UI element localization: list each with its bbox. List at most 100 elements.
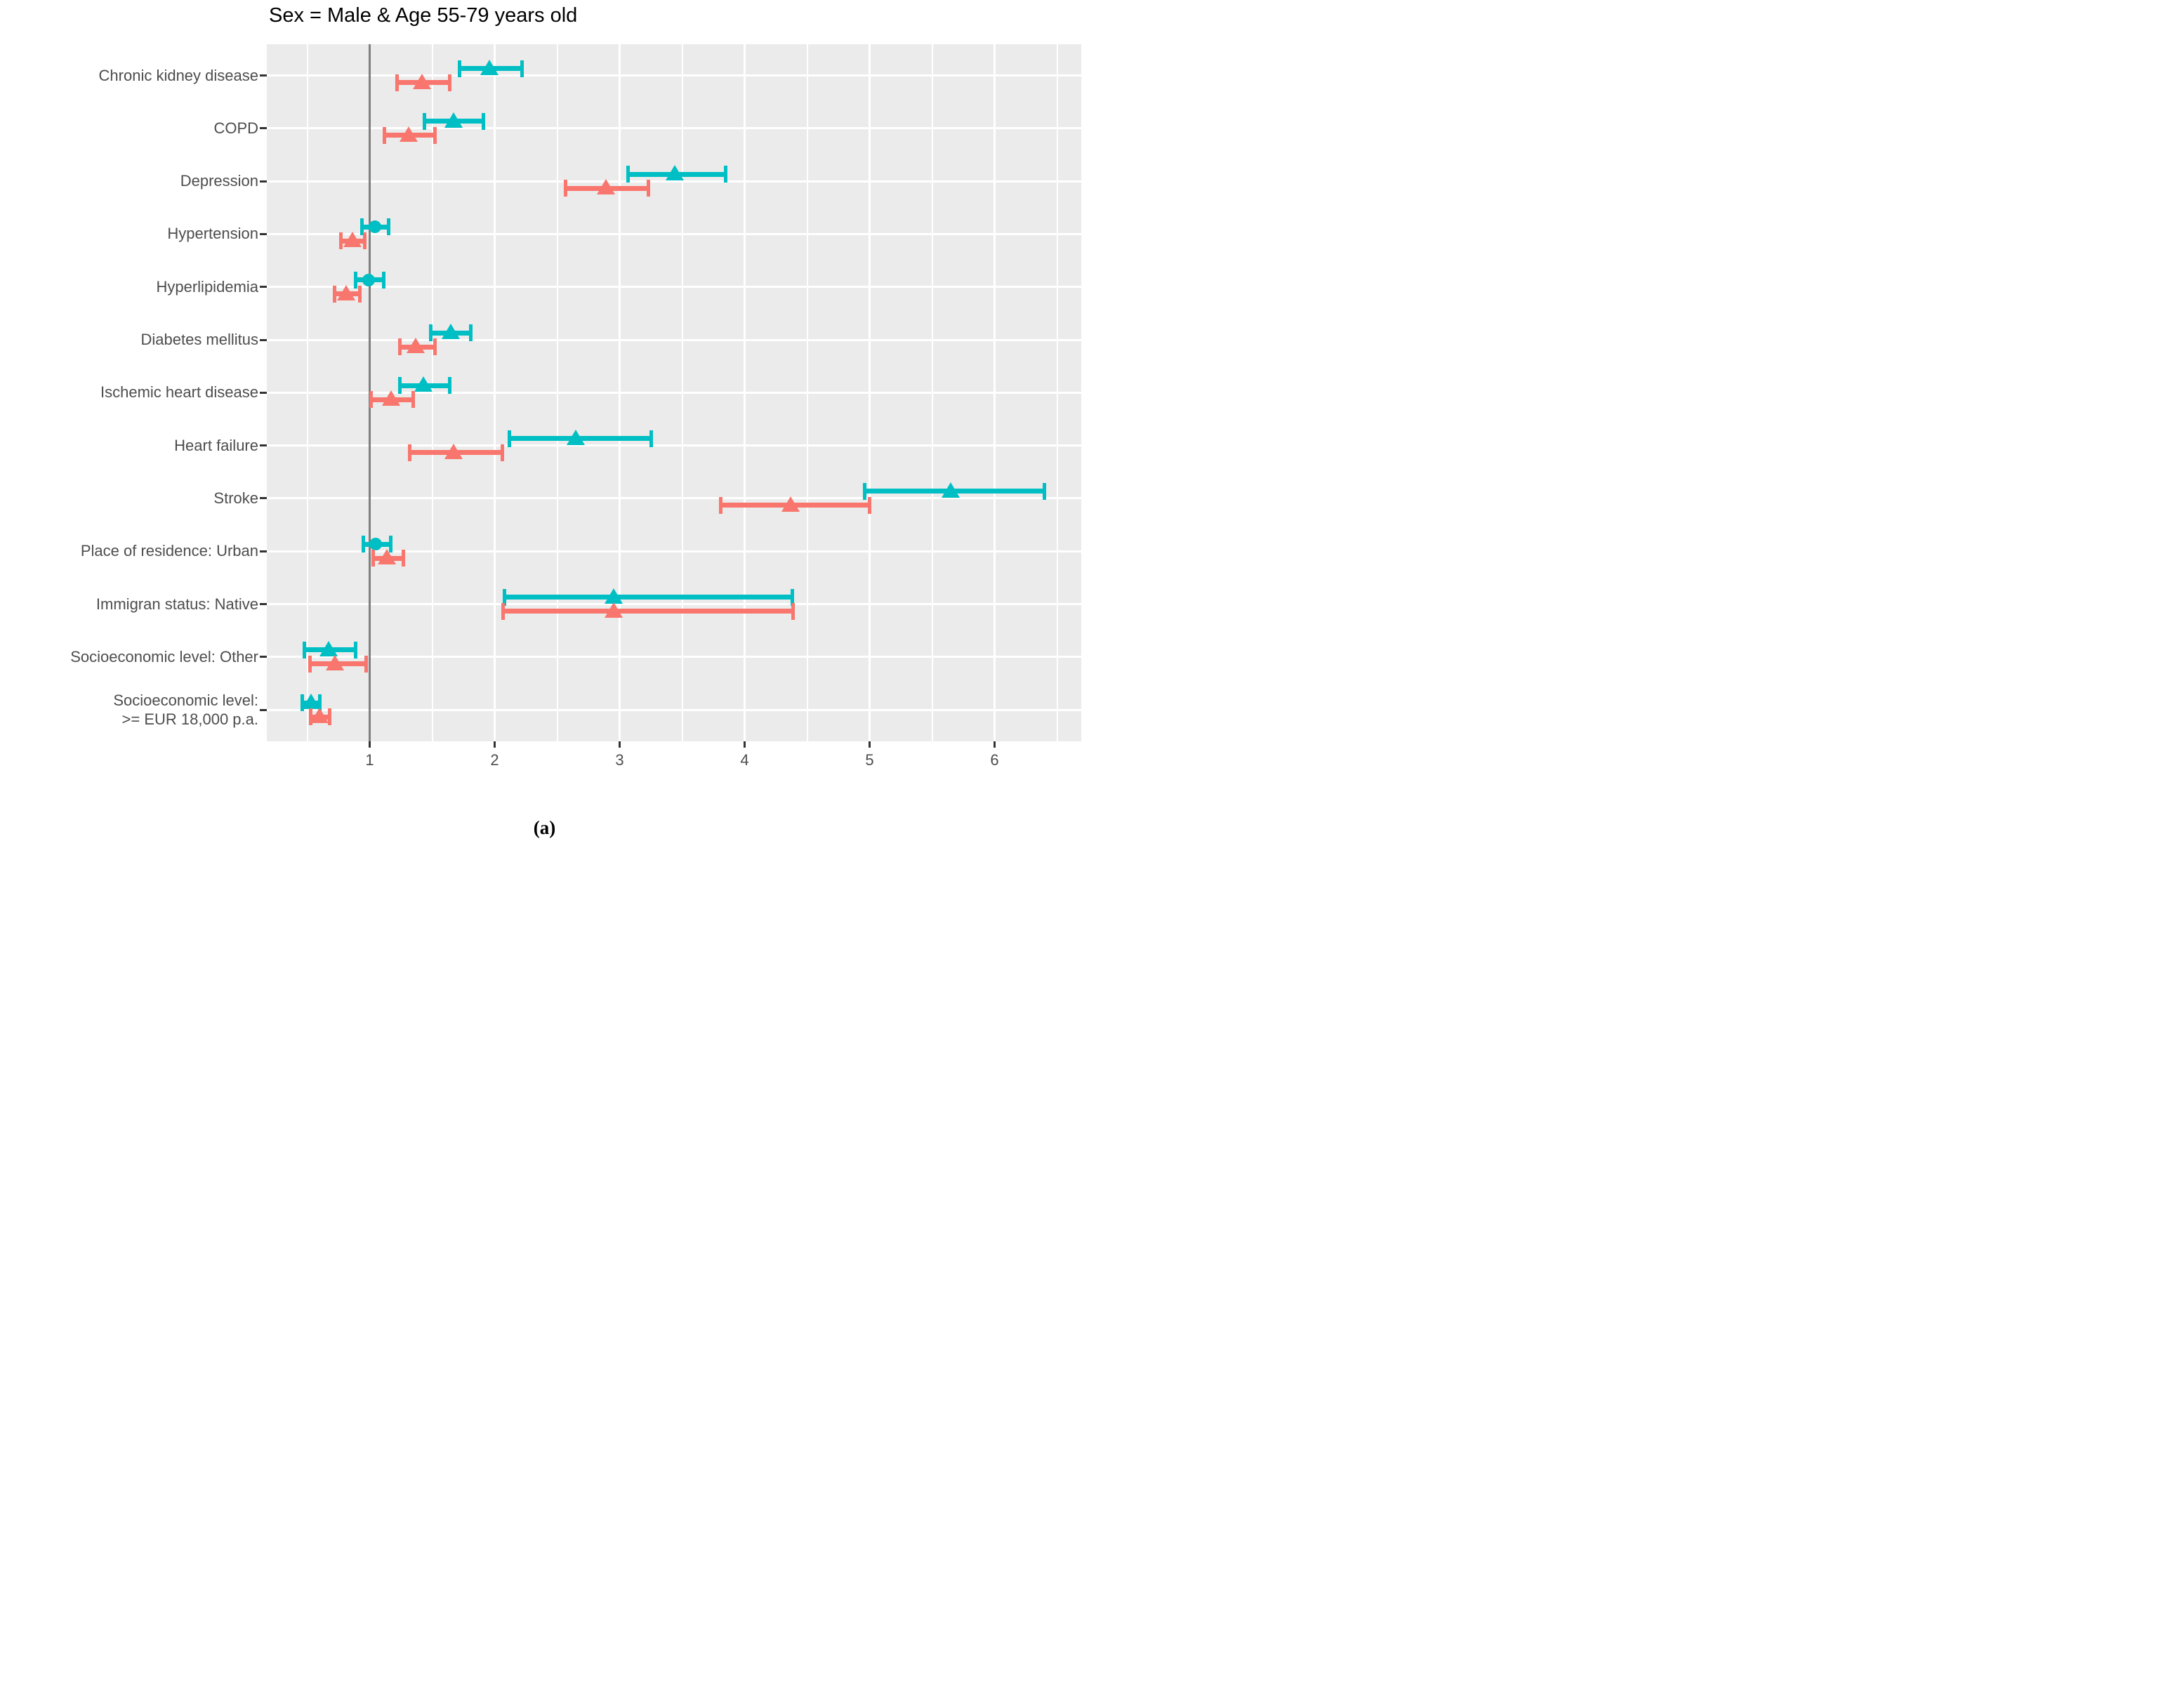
error-bar (504, 595, 793, 600)
y-axis-label-line: Ischemic heart disease (100, 383, 258, 402)
x-axis-tick-label: 5 (865, 751, 874, 769)
y-axis-label: Ischemic heart disease (4, 383, 258, 402)
point-marker-triangle (381, 390, 400, 406)
y-axis-label-line: Immigran status: Native (95, 595, 258, 613)
point-marker-triangle (407, 338, 425, 353)
x-tick (994, 741, 996, 748)
error-bar-cap (303, 641, 307, 658)
y-axis-label: Chronic kidney disease (4, 66, 258, 85)
gridline-h (267, 708, 1081, 711)
error-bar-cap (433, 126, 437, 144)
error-bar-cap (433, 338, 437, 355)
point-marker-circle (369, 538, 383, 551)
error-bar-cap (364, 655, 368, 673)
x-tick (369, 741, 371, 748)
error-bar-cap (626, 166, 631, 183)
gridline-h (267, 444, 1081, 447)
error-bar-cap (564, 180, 568, 197)
gridline-h (267, 180, 1081, 183)
point-marker-circle (362, 273, 375, 286)
y-tick (260, 74, 267, 77)
error-bar-cap (362, 232, 367, 250)
error-bar-cap (458, 60, 462, 77)
error-bar-cap (369, 391, 373, 409)
error-bar-cap (360, 218, 364, 236)
x-tick (869, 741, 871, 748)
y-axis-label-line: >= EUR 18,000 p.a. (121, 710, 258, 728)
error-bar-cap (381, 271, 385, 289)
point-marker-triangle (310, 708, 329, 724)
point-marker-triangle (414, 376, 433, 392)
gridline-h (267, 74, 1081, 77)
y-tick (260, 550, 267, 552)
y-axis-label-line: Stroke (213, 489, 258, 507)
y-axis-label: Heart failure (4, 436, 258, 455)
error-bar-cap (354, 271, 358, 289)
x-axis-tick-label: 1 (365, 751, 374, 769)
point-marker-triangle (413, 73, 432, 89)
error-bar-cap (423, 112, 427, 130)
point-marker-triangle (781, 496, 800, 512)
y-tick (260, 338, 267, 341)
error-bar-cap (649, 430, 653, 447)
y-axis-label-line: COPD (213, 119, 258, 137)
point-marker-triangle (444, 112, 463, 128)
gridline-h (267, 232, 1081, 235)
error-bar-cap (371, 550, 376, 567)
error-bar-cap (447, 74, 451, 91)
point-marker-triangle (665, 165, 684, 181)
x-axis-tick-label: 4 (740, 751, 749, 769)
error-bar-cap (397, 377, 402, 395)
y-axis-label-line: Place of residence: Urban (80, 542, 258, 560)
error-bar (503, 609, 793, 614)
x-tick (619, 741, 621, 748)
error-bar-cap (503, 588, 507, 606)
point-marker-triangle (567, 429, 586, 445)
error-bar-cap (402, 550, 406, 567)
error-bar-cap (389, 536, 393, 553)
y-tick (260, 286, 267, 289)
y-axis-label-line: Hypertension (167, 225, 258, 243)
y-axis-label-line: Hyperlipidemia (156, 277, 258, 296)
error-bar-cap (868, 496, 871, 514)
point-marker-triangle (378, 549, 397, 565)
error-bar-cap (862, 482, 866, 500)
error-bar-cap (646, 180, 650, 197)
y-tick (260, 708, 267, 711)
error-bar-cap (724, 166, 728, 183)
y-axis-label: COPD (4, 119, 258, 138)
point-marker-circle (368, 220, 381, 234)
point-marker-triangle (480, 59, 499, 75)
error-bar-cap (333, 285, 337, 303)
y-tick (260, 497, 267, 500)
point-marker-triangle (399, 126, 418, 142)
gridline-h (267, 127, 1081, 130)
error-bar-cap (1043, 482, 1047, 500)
error-bar-cap (354, 641, 358, 658)
point-marker-triangle (301, 694, 320, 710)
y-axis-label: Depression (4, 171, 258, 190)
error-bar-cap (719, 496, 723, 514)
error-bar-cap (508, 430, 512, 447)
point-marker-triangle (444, 443, 463, 459)
point-marker-triangle (604, 588, 623, 604)
error-bar-cap (790, 588, 794, 606)
y-tick (260, 232, 267, 235)
y-axis-label: Immigran status: Native (4, 595, 258, 614)
gridline-h (267, 603, 1081, 605)
y-axis-label: Diabetes mellitus (4, 330, 258, 349)
error-bar-cap (383, 126, 387, 144)
point-marker-triangle (343, 232, 362, 248)
error-bar-cap (339, 232, 343, 250)
y-axis-label-line: Chronic kidney disease (98, 66, 258, 84)
gridline-h (267, 656, 1081, 658)
point-marker-triangle (325, 654, 344, 670)
y-axis-label: Socioeconomic level: >= EUR 18,000 p.a. (4, 691, 258, 729)
error-bar-cap (397, 338, 402, 355)
error-bar-cap (447, 377, 451, 395)
error-bar-cap (429, 324, 433, 341)
y-axis-label: Hyperlipidemia (4, 277, 258, 296)
error-bar-cap (386, 218, 390, 236)
point-marker-triangle (942, 482, 961, 498)
error-bar-cap (411, 391, 416, 409)
